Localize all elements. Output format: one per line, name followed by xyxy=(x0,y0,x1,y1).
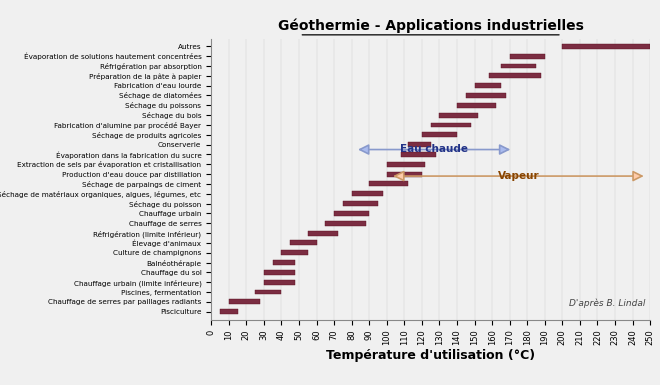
Bar xyxy=(510,54,544,59)
Text: Eau chaude: Eau chaude xyxy=(400,144,468,154)
Bar xyxy=(334,211,369,216)
Bar xyxy=(387,162,426,167)
Bar xyxy=(273,260,296,265)
Bar xyxy=(343,201,378,206)
Bar xyxy=(440,113,478,117)
Bar xyxy=(229,300,260,304)
Bar xyxy=(488,74,541,78)
Bar xyxy=(475,83,501,88)
Bar xyxy=(562,44,650,49)
Bar xyxy=(369,181,408,186)
FancyArrowPatch shape xyxy=(395,172,642,181)
Text: D'après B. Lindal: D'après B. Lindal xyxy=(570,299,645,308)
Bar xyxy=(290,241,317,245)
Bar xyxy=(255,290,281,295)
Bar xyxy=(325,221,366,226)
Bar xyxy=(466,93,506,98)
Bar xyxy=(457,103,496,108)
FancyArrowPatch shape xyxy=(360,145,508,154)
Bar xyxy=(264,280,296,285)
Bar xyxy=(501,64,536,69)
Bar xyxy=(264,270,296,275)
Bar xyxy=(387,172,422,177)
Text: Vapeur: Vapeur xyxy=(498,171,539,181)
Title: Géothermie - Applications industrielles: Géothermie - Applications industrielles xyxy=(278,18,583,33)
Bar xyxy=(431,122,471,127)
X-axis label: Température d'utilisation (°C): Température d'utilisation (°C) xyxy=(326,349,535,362)
Bar xyxy=(401,152,436,157)
Bar xyxy=(220,309,238,314)
Bar xyxy=(422,132,457,137)
Bar xyxy=(408,142,431,147)
Bar xyxy=(352,191,383,196)
Bar xyxy=(308,231,338,236)
Bar xyxy=(281,250,308,255)
